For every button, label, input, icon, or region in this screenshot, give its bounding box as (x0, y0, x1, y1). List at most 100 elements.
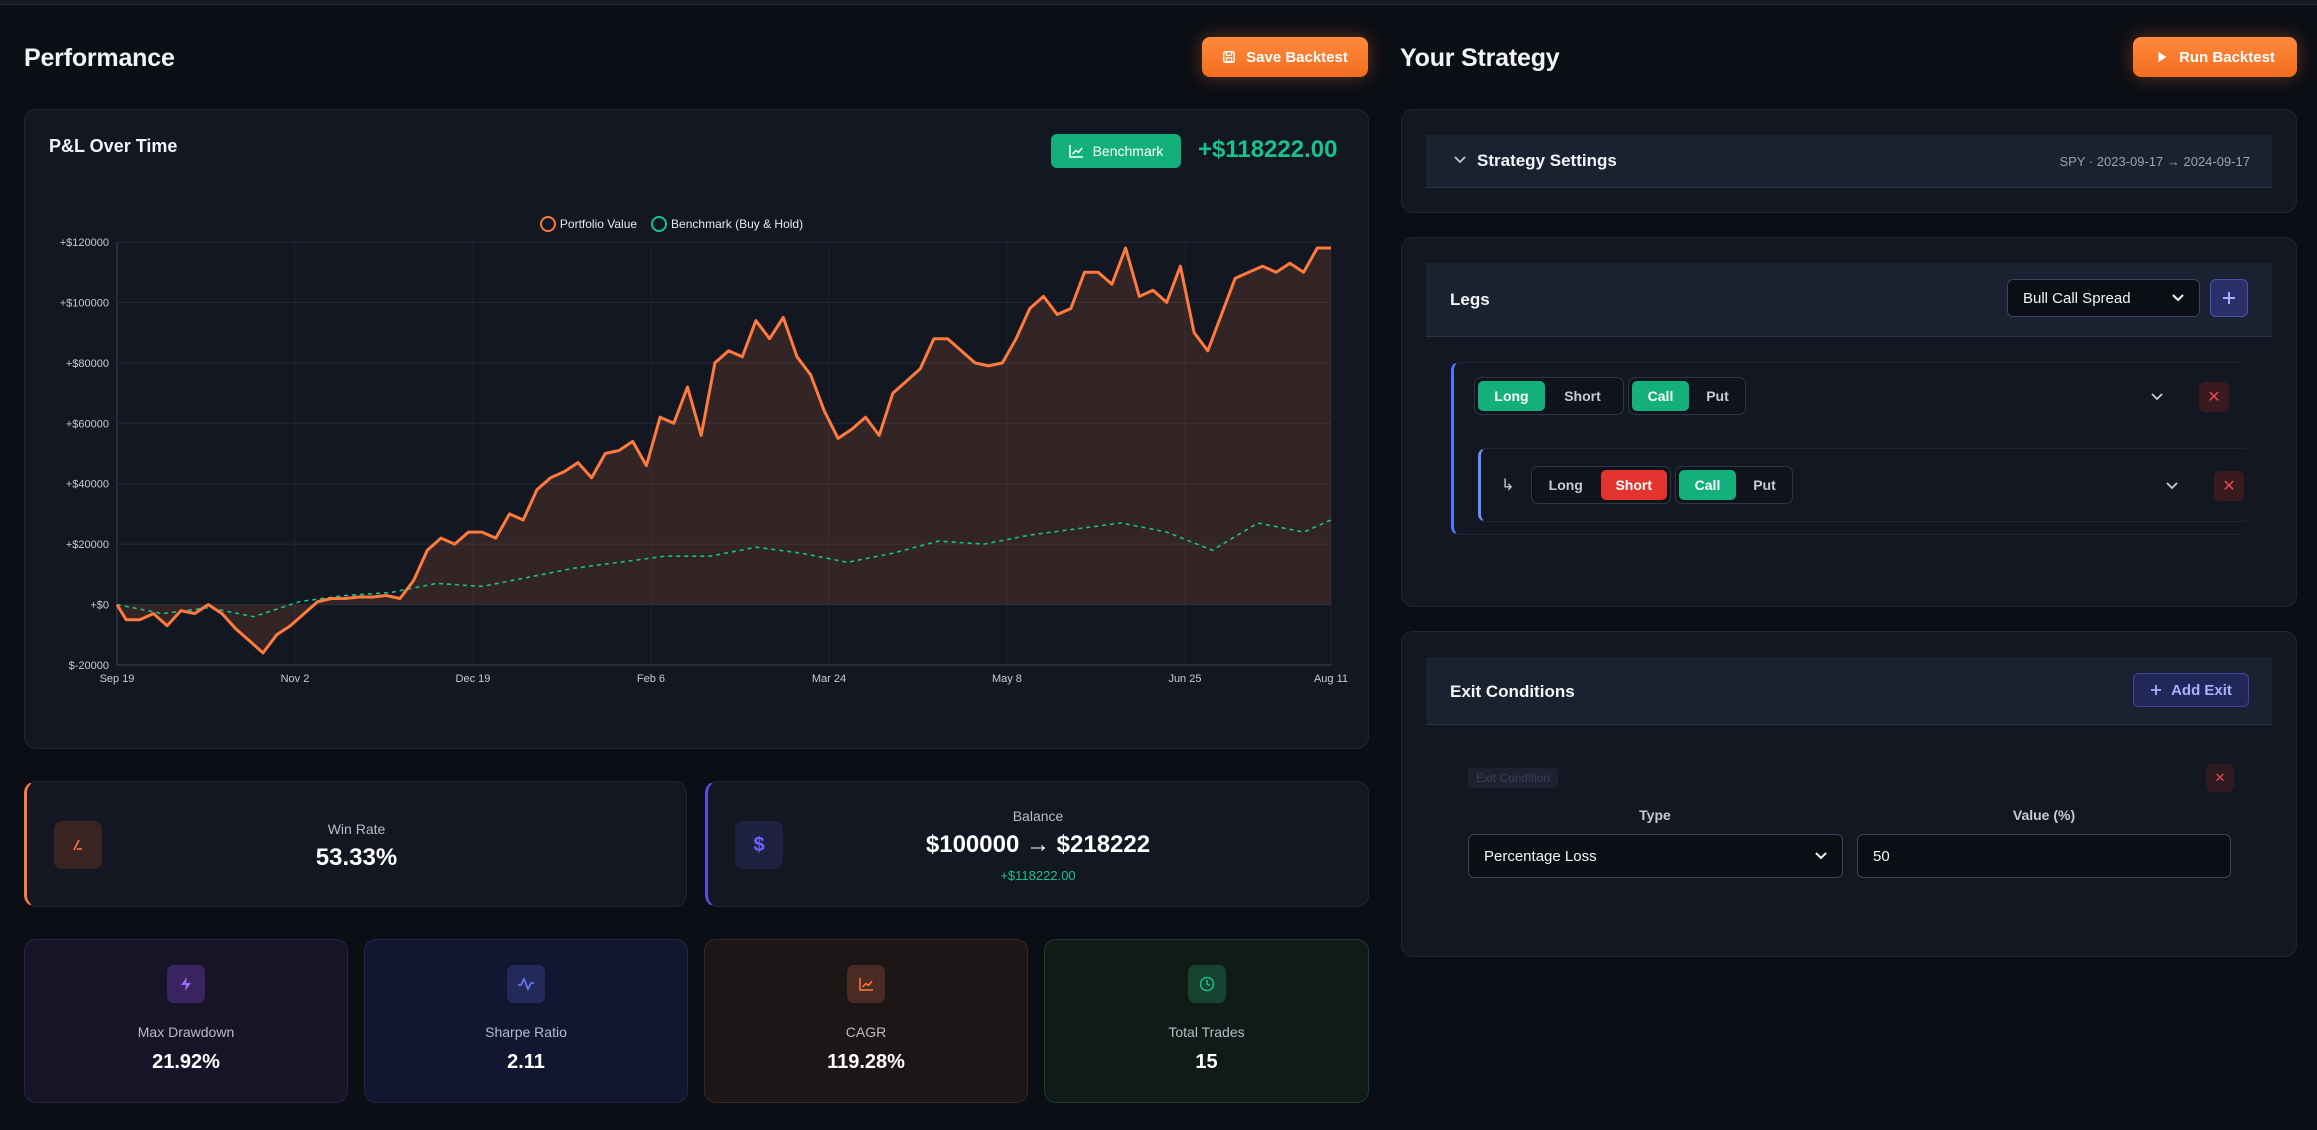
total-trades-card: Total Trades 15 (1044, 939, 1369, 1103)
max-drawdown-value: 21.92% (152, 1051, 220, 1073)
remove-leg-1-button[interactable]: ✕ (2199, 382, 2229, 412)
exit-value-text: 50 (1873, 847, 1890, 865)
save-icon (1223, 51, 1236, 63)
total-pnl: +$118222.00 (1198, 136, 1338, 163)
strategy-settings-label: Strategy Settings (1477, 151, 1617, 170)
exit-type-select[interactable]: Percentage Loss (1468, 834, 1843, 878)
balance-icon-box: $ (735, 821, 783, 869)
close-icon: ✕ (2214, 770, 2226, 785)
type-label: Type (1639, 807, 1671, 823)
close-icon: ✕ (2207, 389, 2221, 406)
leg-2-put-option[interactable]: Put (1753, 477, 1776, 493)
cagr-icon-box (847, 965, 885, 1003)
legs-title: Legs (1450, 290, 1490, 309)
value-label: Value (%) (2012, 807, 2076, 823)
add-exit-label: Add Exit (2171, 681, 2232, 699)
add-exit-button[interactable]: Add Exit (2133, 673, 2249, 707)
exit-conditions-card: Exit Conditions Add Exit Exit Condition … (1401, 631, 2297, 957)
total-trades-label: Total Trades (1168, 1024, 1245, 1040)
sharpe-ratio-card: Sharpe Ratio 2.11 (364, 939, 688, 1103)
sharpe-ratio-value: 2.11 (507, 1051, 545, 1073)
legend-swatch-benchmark (651, 216, 668, 232)
leg-1-put-option[interactable]: Put (1706, 388, 1729, 404)
remove-exit-button[interactable]: ✕ (2206, 764, 2234, 792)
plus-icon (2223, 292, 2235, 304)
benchmark-line (116, 519, 1332, 618)
y-tick-label: +$80000 (66, 358, 109, 370)
portfolio-line (115, 246, 1331, 655)
leg-1-long-option[interactable]: Long (1478, 381, 1545, 411)
total-trades-icon-box (1187, 965, 1226, 1003)
max-drawdown-card: Max Drawdown 21.92% (24, 939, 348, 1103)
y-tick-label: +$60000 (66, 418, 109, 430)
balance-value: $100000 → $218222 (925, 831, 1151, 858)
close-icon: ✕ (2222, 478, 2236, 495)
dollar-icon: $ (753, 833, 765, 856)
cagr-value: 119.28% (827, 1051, 905, 1073)
save-backtest-button[interactable]: Save Backtest (1202, 37, 1368, 77)
chevron-down-icon (2172, 294, 2184, 302)
leg-2-side-toggle: Long Short (1531, 466, 1671, 504)
leg-1-short-option[interactable]: Short (1564, 388, 1601, 404)
chevron-down-icon (1454, 156, 1466, 164)
y-tick-label: +$0 (90, 600, 109, 612)
save-backtest-label: Save Backtest (1246, 48, 1348, 66)
y-tick-label: +$40000 (66, 479, 109, 491)
cagr-card: CAGR 119.28% (704, 939, 1028, 1103)
leg-2-short-option[interactable]: Short (1600, 470, 1667, 500)
leg-1-call-option[interactable]: Call (1632, 381, 1689, 411)
leg-2-type-toggle: Call Put (1675, 466, 1793, 504)
sharpe-icon-box (507, 965, 545, 1003)
leg-1: Long Short Call Put ✕ ↳ Long Short Call … (1451, 362, 2251, 535)
max-drawdown-label: Max Drawdown (137, 1024, 235, 1040)
x-tick-label: Dec 19 (456, 673, 491, 685)
strategy-settings-summary: SPY · 2023-09-17 → 2024-09-17 (2059, 154, 2250, 169)
legs-header: Legs Bull Call Spread (1426, 263, 2272, 337)
max-drawdown-icon-box (167, 965, 205, 1003)
x-tick-label: Aug 11 (1314, 673, 1348, 685)
y-tick-label: +$20000 (66, 539, 109, 551)
chevron-down-icon (1815, 852, 1827, 860)
add-leg-button[interactable] (2210, 279, 2248, 317)
nested-arrow-icon: ↳ (1501, 477, 1515, 494)
leg-2: ↳ Long Short Call Put ✕ (1478, 448, 2251, 522)
exit-value-input[interactable]: 50 (1857, 834, 2231, 878)
balance-card: $ Balance $100000 → $218222 +$118222.00 (705, 781, 1369, 907)
benchmark-label: Benchmark (1092, 143, 1164, 159)
leg-preset-select[interactable]: Bull Call Spread (2007, 279, 2200, 317)
cagr-label: CAGR (845, 1024, 887, 1040)
pnl-chart: +$120000 +$100000 +$80000 +$60000 +$40000 +$2… (60, 237, 1348, 685)
run-backtest-button[interactable]: Run Backtest (2133, 37, 2297, 77)
top-bar (0, 0, 2317, 5)
leg-2-long-option[interactable]: Long (1548, 477, 1583, 493)
x-tick-label: Sep 19 (100, 673, 135, 685)
y-tick-label: +$100000 (60, 297, 109, 309)
legend-item-portfolio[interactable]: Portfolio Value (539, 216, 637, 232)
benchmark-button[interactable]: Benchmark (1051, 134, 1181, 168)
strategy-settings-accordion[interactable]: Strategy Settings SPY · 2023-09-17 → 202… (1426, 135, 2272, 188)
x-tick-label: Jun 25 (1168, 673, 1201, 685)
exit-condition-badge: Exit Condition (1468, 768, 1559, 788)
target-icon (73, 839, 82, 851)
legend-item-benchmark[interactable]: Benchmark (Buy & Hold) (651, 216, 803, 232)
win-rate-card: Win Rate 53.33% (24, 781, 687, 907)
chevron-down-icon[interactable] (2150, 392, 2164, 401)
chevron-down-icon[interactable] (2165, 481, 2179, 490)
leg-1-type-toggle: Call Put (1628, 377, 1746, 415)
chart-title: P&L Over Time (49, 136, 178, 156)
pnl-chart-card: P&L Over Time Benchmark +$118222.00 Port… (24, 109, 1369, 749)
legs-card: Legs Bull Call Spread Long Short Call Pu… (1401, 237, 2297, 607)
sharpe-ratio-label: Sharpe Ratio (485, 1024, 567, 1040)
legend-label-benchmark: Benchmark (Buy & Hold) (671, 217, 804, 231)
portfolio-area (117, 248, 1331, 653)
x-tick-label: Nov 2 (281, 673, 310, 685)
remove-leg-2-button[interactable]: ✕ (2214, 471, 2244, 501)
activity-icon (518, 977, 534, 991)
plus-icon (2151, 685, 2162, 695)
y-tick-label: $-20000 (69, 660, 109, 672)
strategy-settings-card: Strategy Settings SPY · 2023-09-17 → 202… (1401, 109, 2297, 213)
play-icon (2158, 51, 2167, 63)
x-tick-label: Mar 24 (812, 673, 846, 685)
win-rate-icon-box (54, 821, 102, 869)
leg-2-call-option[interactable]: Call (1679, 470, 1736, 500)
